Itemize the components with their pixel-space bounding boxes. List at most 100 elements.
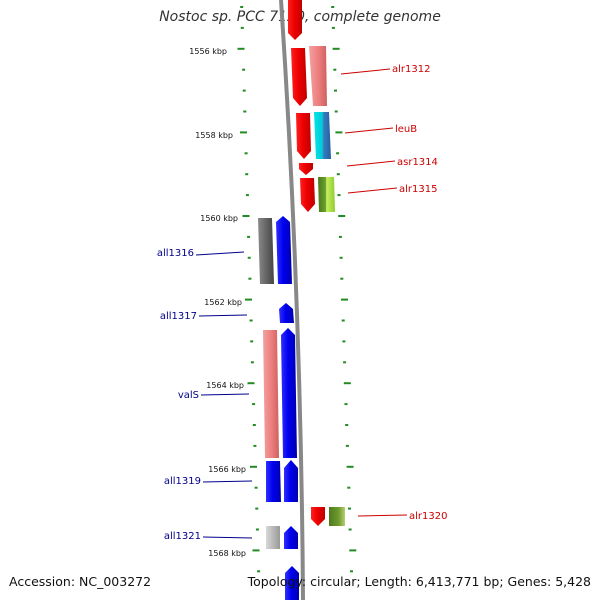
- minor-tick: [244, 152, 248, 155]
- major-tick: [341, 298, 348, 301]
- minor-tick: [243, 110, 247, 113]
- scale-label: 1564 kbp: [206, 381, 244, 390]
- scale-ticks: [237, 6, 357, 573]
- gene-label-all1321[interactable]: all1321: [164, 531, 201, 542]
- gene-arrow-all1321[interactable]: [284, 526, 298, 549]
- minor-tick: [331, 6, 335, 8]
- major-tick: [335, 131, 343, 134]
- minor-tick: [248, 277, 252, 280]
- minor-tick: [252, 403, 256, 406]
- gene-arrow-asr1314[interactable]: [299, 163, 313, 175]
- gene-arrow-all1317[interactable]: [279, 303, 294, 323]
- major-tick: [250, 465, 257, 468]
- gene-label-alr1320[interactable]: alr1320: [409, 511, 447, 522]
- reverse-genes: [258, 216, 299, 600]
- genome-summary-text: Topology: circular; Length: 6,413,771 bp…: [247, 574, 591, 589]
- scale-label: 1560 kbp: [200, 214, 238, 223]
- minor-tick: [245, 173, 249, 176]
- minor-tick: [342, 340, 346, 343]
- gene-label-alr1312[interactable]: alr1312: [392, 64, 430, 75]
- minor-tick: [250, 361, 254, 364]
- scale-labels: 1556 kbp 1558 kbp 1560 kbp 1562 kbp 1564…: [189, 47, 246, 558]
- gene-arrow[interactable]: [288, 0, 302, 40]
- gene-label-alr1315[interactable]: alr1315: [399, 184, 437, 195]
- minor-tick: [249, 319, 253, 322]
- gene-label-asr1314[interactable]: asr1314: [397, 157, 438, 168]
- minor-tick: [345, 424, 349, 426]
- gene-feature-all1321: [266, 526, 280, 549]
- minor-tick: [333, 68, 337, 71]
- major-tick: [237, 47, 245, 50]
- gene-arrow-all1319[interactable]: [284, 460, 298, 502]
- genome-backbone: [279, 0, 305, 600]
- major-tick: [332, 47, 340, 50]
- minor-tick: [334, 89, 337, 92]
- forward-genes: [288, 0, 345, 526]
- minor-tick: [242, 68, 246, 71]
- gene-arrow-leuB[interactable]: [296, 113, 311, 159]
- gene-feature-leuB: [314, 112, 331, 159]
- major-tick: [346, 465, 354, 468]
- minor-tick: [247, 235, 251, 238]
- minor-tick: [247, 256, 251, 259]
- gene-feature-alr1315: [318, 177, 335, 212]
- major-tick: [338, 215, 346, 217]
- minor-tick: [348, 528, 352, 531]
- reverse-gene-labels: all1316 all1317 valS all1319 all1321: [157, 248, 253, 542]
- gene-feature-all1316: [258, 218, 274, 284]
- minor-tick: [253, 444, 257, 447]
- minor-tick: [331, 26, 335, 29]
- major-tick: [245, 298, 252, 301]
- major-tick: [242, 215, 250, 217]
- minor-tick: [337, 194, 341, 197]
- major-tick: [343, 382, 351, 385]
- gene-label-all1319[interactable]: all1319: [164, 476, 201, 487]
- gene-feature-valS: [263, 330, 279, 458]
- scale-label: 1562 kbp: [204, 298, 242, 307]
- minor-tick: [344, 403, 348, 406]
- minor-tick: [257, 570, 261, 573]
- minor-tick: [345, 444, 349, 447]
- minor-tick: [341, 319, 345, 322]
- minor-tick: [343, 361, 347, 364]
- major-tick: [252, 549, 260, 552]
- minor-tick: [336, 152, 340, 155]
- scale-label: 1558 kbp: [195, 131, 233, 140]
- minor-tick: [336, 173, 340, 176]
- gene-label-valS[interactable]: valS: [178, 390, 199, 401]
- minor-tick: [347, 486, 351, 489]
- minor-tick: [334, 110, 338, 113]
- minor-tick: [240, 26, 244, 29]
- minor-tick: [339, 256, 343, 259]
- accession-text: Accession: NC_003272: [9, 574, 152, 589]
- gene-arrow-all1316[interactable]: [276, 216, 292, 284]
- gene-label-all1316[interactable]: all1316: [157, 248, 194, 259]
- minor-tick: [242, 89, 246, 92]
- gene-feature-all1319: [266, 461, 281, 502]
- minor-tick: [348, 507, 351, 510]
- minor-tick: [245, 194, 249, 197]
- forward-gene-labels: alr1312 leuB asr1314 alr1315 alr1320: [340, 64, 447, 522]
- scale-label: 1566 kbp: [208, 465, 246, 474]
- minor-tick: [255, 507, 259, 510]
- minor-tick: [255, 528, 259, 531]
- gene-label-all1317[interactable]: all1317: [160, 311, 197, 322]
- major-tick: [349, 549, 357, 552]
- minor-tick: [252, 424, 256, 426]
- gene-arrow[interactable]: [285, 566, 299, 600]
- minor-tick: [240, 6, 244, 8]
- minor-tick: [254, 486, 258, 489]
- major-tick: [247, 382, 255, 385]
- minor-tick: [350, 570, 353, 573]
- gene-arrow-valS[interactable]: [281, 328, 297, 458]
- gene-arrow-alr1320[interactable]: [311, 507, 325, 526]
- minor-tick: [250, 340, 254, 343]
- gene-label-leuB[interactable]: leuB: [395, 124, 417, 135]
- gene-arrow-alr1312[interactable]: [291, 48, 307, 106]
- gene-arrow-alr1315[interactable]: [300, 178, 315, 212]
- gene-feature-alr1312: [309, 46, 327, 106]
- gene-feature-alr1320: [329, 507, 345, 526]
- scale-label: 1568 kbp: [208, 549, 246, 558]
